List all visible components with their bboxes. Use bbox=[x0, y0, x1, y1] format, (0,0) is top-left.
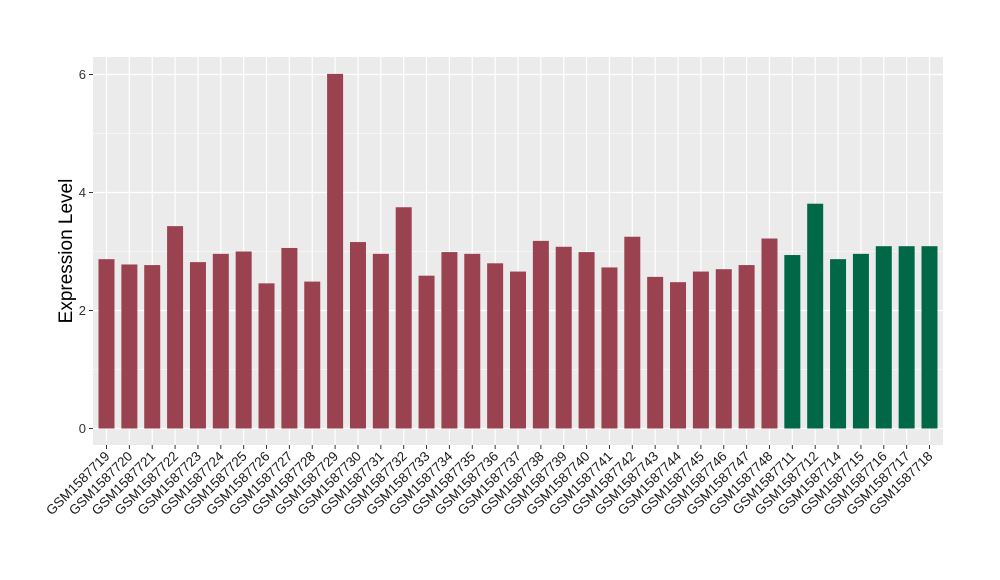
y-tick-label: 6 bbox=[79, 67, 86, 82]
bar-GSM1587748 bbox=[761, 238, 778, 429]
bar-GSM1587721 bbox=[144, 265, 161, 429]
y-tick-label: 0 bbox=[79, 421, 86, 436]
bar-GSM1587728 bbox=[304, 281, 321, 429]
bar-GSM1587724 bbox=[212, 253, 229, 429]
y-axis: 0 2 4 6 bbox=[79, 67, 93, 436]
bar-GSM1587718 bbox=[921, 246, 938, 429]
bar-GSM1587729 bbox=[327, 73, 344, 429]
bar-GSM1587738 bbox=[532, 240, 549, 429]
bar-GSM1587711 bbox=[784, 255, 801, 429]
bar-GSM1587744 bbox=[670, 282, 687, 429]
bar-GSM1587730 bbox=[349, 242, 366, 429]
bar-GSM1587715 bbox=[852, 253, 869, 429]
bar-GSM1587714 bbox=[830, 259, 847, 429]
bar-GSM1587735 bbox=[464, 253, 481, 429]
bar-GSM1587731 bbox=[372, 253, 389, 429]
bar-GSM1587716 bbox=[875, 246, 892, 429]
bar-GSM1587722 bbox=[167, 226, 184, 429]
bar-GSM1587719 bbox=[98, 259, 115, 429]
bar-GSM1587732 bbox=[395, 207, 412, 429]
bar-GSM1587736 bbox=[487, 263, 504, 429]
x-axis: GSM1587719GSM1587720GSM1587721GSM1587722… bbox=[43, 445, 936, 518]
bar-GSM1587743 bbox=[647, 276, 664, 429]
bar-GSM1587720 bbox=[121, 264, 138, 429]
bar-GSM1587739 bbox=[555, 246, 572, 429]
bar-GSM1587740 bbox=[578, 252, 595, 429]
y-tick-label: 2 bbox=[79, 303, 86, 318]
bar-GSM1587725 bbox=[235, 251, 252, 429]
bar-GSM1587747 bbox=[738, 265, 755, 429]
y-tick-label: 4 bbox=[79, 185, 86, 200]
bar-GSM1587723 bbox=[189, 262, 206, 429]
bar-GSM1587745 bbox=[692, 271, 709, 429]
bar-GSM1587742 bbox=[624, 236, 641, 429]
bar-GSM1587734 bbox=[441, 252, 458, 429]
bar-GSM1587741 bbox=[601, 267, 618, 429]
bar-GSM1587727 bbox=[281, 247, 298, 429]
bar-GSM1587737 bbox=[510, 271, 526, 429]
y-axis-title: Expression Level bbox=[56, 179, 77, 324]
bar-GSM1587726 bbox=[258, 283, 275, 429]
bar-GSM1587717 bbox=[898, 246, 915, 429]
bars bbox=[98, 73, 938, 429]
bar-GSM1587712 bbox=[807, 203, 824, 429]
bar-GSM1587746 bbox=[715, 269, 732, 429]
bar-GSM1587733 bbox=[418, 275, 435, 429]
